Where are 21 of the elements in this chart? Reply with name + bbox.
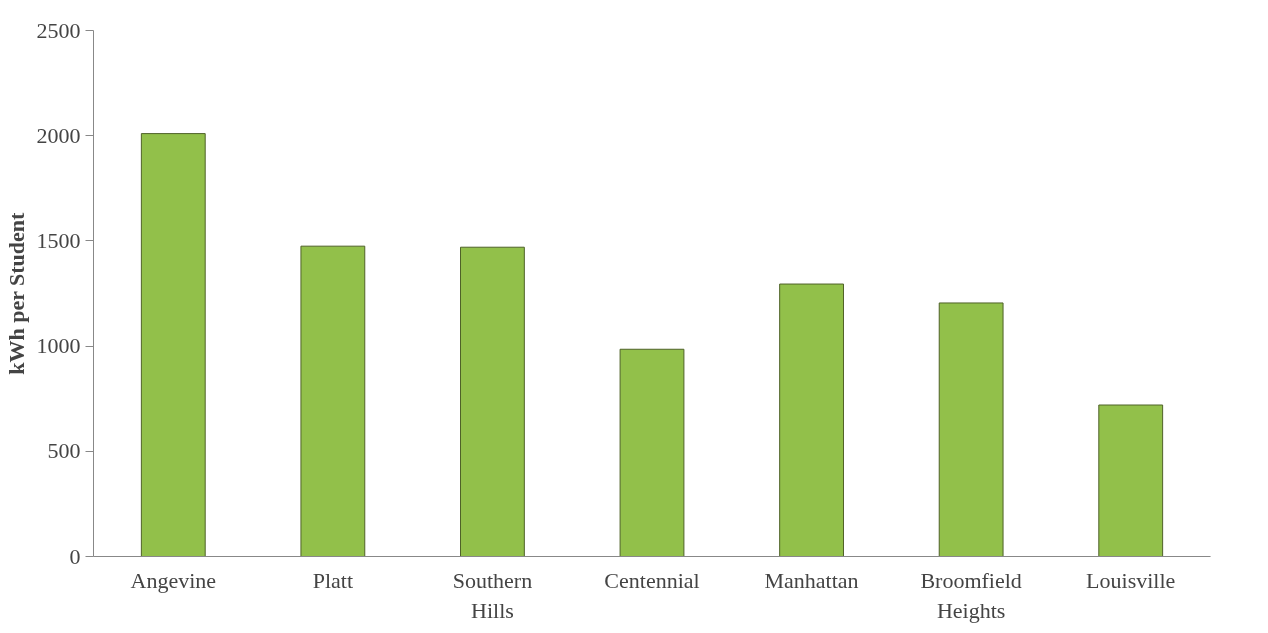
x-tick-label: Louisville bbox=[1086, 567, 1176, 593]
x-tick-label: Angevine bbox=[130, 567, 217, 593]
bar bbox=[779, 283, 844, 557]
bar bbox=[300, 245, 366, 557]
bar bbox=[1098, 404, 1164, 557]
x-tick-label: Manhattan bbox=[764, 567, 859, 593]
y-tick-label: 0 bbox=[69, 543, 81, 569]
x-tick-label: Centennial bbox=[604, 567, 700, 593]
y-tick-label: 500 bbox=[47, 438, 81, 464]
y-tick-label: 1500 bbox=[36, 227, 81, 253]
y-axis-title: kWh per Student bbox=[3, 211, 29, 375]
y-tick-label: 2000 bbox=[36, 122, 81, 148]
x-tick-label: Southern Hills bbox=[452, 567, 533, 623]
bar bbox=[140, 133, 206, 557]
x-tick-label: Broomfield Heights bbox=[920, 567, 1022, 623]
bar bbox=[460, 246, 525, 557]
bar bbox=[938, 302, 1004, 557]
bar bbox=[619, 348, 685, 557]
x-tick-label: Platt bbox=[312, 567, 354, 593]
y-tick-label: 2500 bbox=[36, 17, 81, 43]
y-tick-label: 1000 bbox=[36, 333, 81, 359]
